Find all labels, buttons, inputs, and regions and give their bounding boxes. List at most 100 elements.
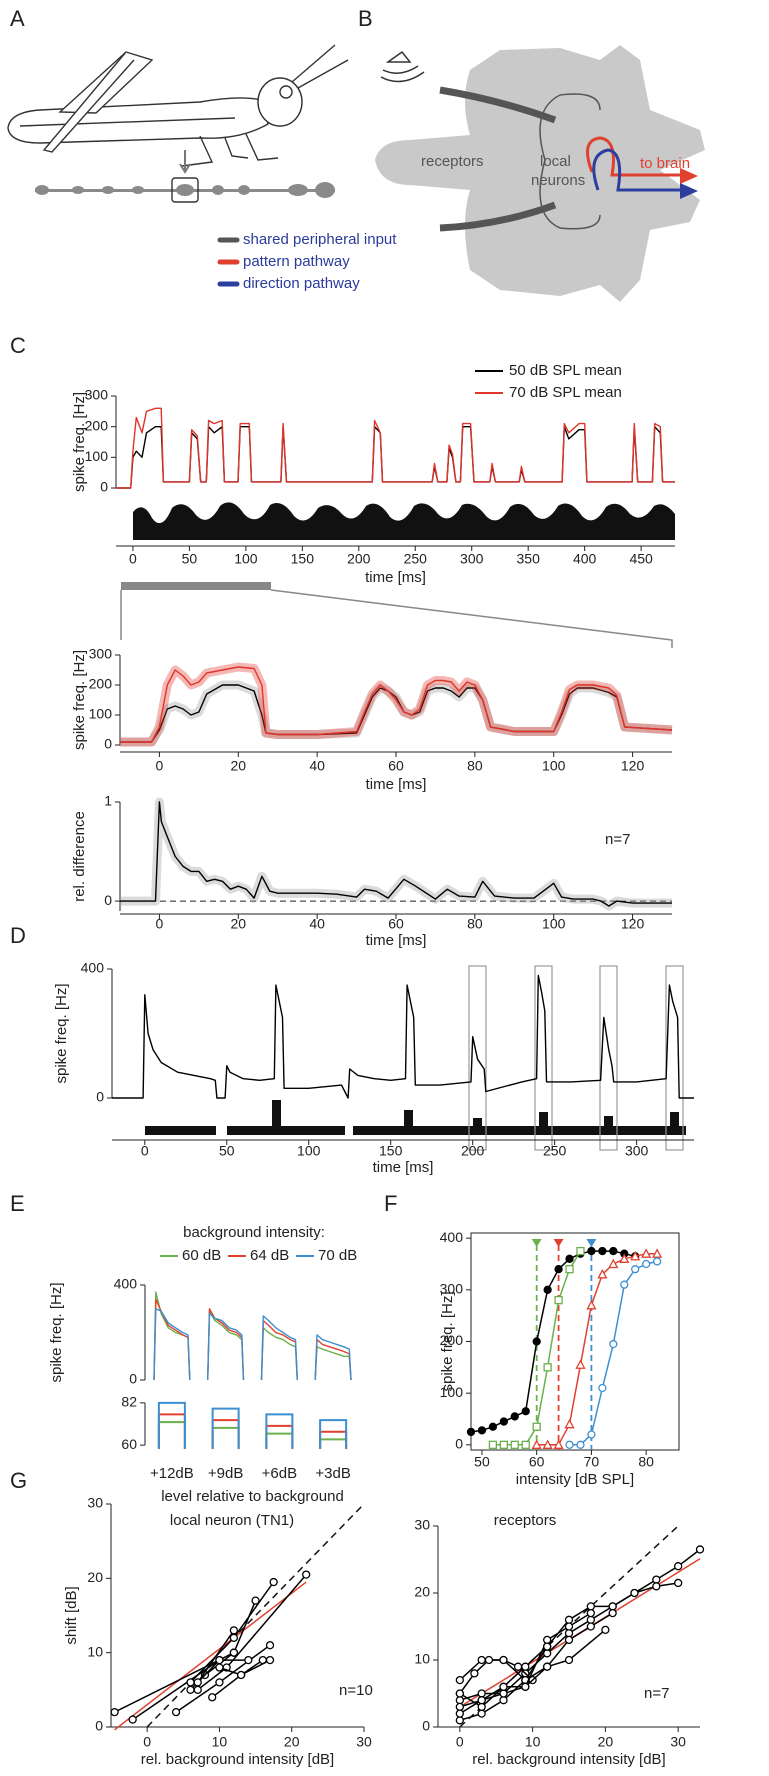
marker bbox=[598, 1383, 607, 1393]
x-tick-label: +6dB bbox=[262, 1465, 297, 1482]
marker bbox=[215, 1655, 224, 1665]
x-axis-label: time [ms] bbox=[366, 776, 427, 793]
x-axis-label: time [ms] bbox=[365, 569, 426, 586]
series-line bbox=[536, 1252, 658, 1446]
x-tick-label: 120 bbox=[621, 916, 645, 932]
marker bbox=[608, 1258, 619, 1269]
series-line bbox=[260, 1315, 298, 1381]
marker bbox=[215, 1663, 224, 1672]
x-tick-label: 0 bbox=[156, 758, 164, 774]
marker bbox=[208, 1693, 217, 1702]
marker bbox=[110, 1707, 119, 1717]
marker bbox=[532, 1337, 541, 1346]
y-tick-label: 0 bbox=[96, 1089, 104, 1105]
marker bbox=[543, 1642, 552, 1651]
marker bbox=[499, 1440, 508, 1449]
series-line bbox=[120, 801, 672, 907]
marker bbox=[575, 1359, 586, 1369]
marker bbox=[499, 1417, 508, 1426]
marker bbox=[554, 1296, 563, 1305]
marker bbox=[620, 1280, 629, 1289]
zoom-bar bbox=[121, 582, 271, 590]
x-tick-label: 0 bbox=[156, 916, 164, 932]
x-tick-label: 150 bbox=[291, 551, 315, 567]
marker bbox=[553, 1439, 564, 1449]
marker bbox=[269, 1577, 278, 1587]
marker bbox=[542, 1439, 553, 1449]
marker bbox=[543, 1662, 552, 1671]
legend-label: 70 dB SPL mean bbox=[509, 384, 622, 401]
annotation: n=7 bbox=[644, 1685, 669, 1702]
marker bbox=[477, 1655, 486, 1665]
x-tick-label: 70 bbox=[584, 1454, 600, 1470]
marker bbox=[586, 1622, 595, 1631]
x-tick-label: +12dB bbox=[150, 1465, 194, 1482]
marker bbox=[586, 1608, 595, 1618]
marker bbox=[499, 1696, 508, 1705]
marker bbox=[564, 1418, 575, 1429]
x-axis-label: rel. background intensity [dB] bbox=[472, 1751, 665, 1768]
level-bracket bbox=[265, 1432, 294, 1449]
marker bbox=[630, 1588, 639, 1598]
marker bbox=[586, 1602, 595, 1611]
x-tick-label: 100 bbox=[542, 758, 566, 774]
x-tick-label: 80 bbox=[638, 1454, 654, 1470]
marker bbox=[642, 1259, 651, 1269]
marker bbox=[455, 1689, 464, 1698]
marker bbox=[470, 1669, 479, 1678]
marker bbox=[531, 1439, 542, 1449]
y-tick-label: 20 bbox=[414, 1584, 430, 1600]
x-tick-label: 60 bbox=[529, 1454, 545, 1470]
y-tick-label: 300 bbox=[89, 646, 113, 662]
y-axis-label: spike freq. [Hz] bbox=[53, 983, 70, 1083]
marker bbox=[565, 1265, 574, 1274]
identity-line bbox=[146, 1503, 365, 1728]
x-axis-label: time [ms] bbox=[366, 932, 427, 949]
series-line bbox=[314, 1334, 352, 1381]
nerves bbox=[439, 86, 601, 232]
marker bbox=[576, 1440, 585, 1449]
threshold-marker bbox=[531, 1239, 542, 1247]
y-tick-label: 100 bbox=[440, 1384, 464, 1400]
series-line bbox=[120, 684, 673, 743]
fit-line bbox=[114, 1581, 307, 1731]
y-tick-label: 0 bbox=[129, 1371, 137, 1387]
marker bbox=[466, 1427, 476, 1437]
y-tick-label: 0 bbox=[422, 1718, 430, 1734]
annotation: n=10 bbox=[339, 1682, 373, 1699]
highlight-box bbox=[171, 177, 199, 203]
marker bbox=[695, 1545, 705, 1554]
marker bbox=[186, 1678, 195, 1687]
x-tick-label: +9dB bbox=[208, 1465, 243, 1482]
series-line bbox=[132, 1659, 220, 1721]
marker bbox=[598, 1246, 607, 1256]
marker bbox=[564, 1635, 574, 1645]
x-tick-label: 60 bbox=[388, 916, 404, 932]
y-tick-label: 300 bbox=[85, 387, 109, 403]
x-tick-label: 10 bbox=[212, 1734, 228, 1750]
marker bbox=[630, 1250, 641, 1261]
y-axis-label: rel. difference bbox=[71, 811, 88, 902]
marker bbox=[674, 1578, 683, 1588]
chart-title: receptors bbox=[494, 1512, 557, 1529]
legend-label: 64 dB bbox=[250, 1247, 289, 1264]
arrowhead bbox=[680, 183, 698, 199]
series-line bbox=[260, 1319, 298, 1381]
x-tick-label: 50 bbox=[182, 551, 198, 567]
series-line bbox=[470, 1250, 636, 1433]
marker bbox=[564, 1629, 574, 1638]
marker bbox=[513, 1662, 523, 1671]
marker bbox=[564, 1655, 574, 1665]
marker bbox=[455, 1696, 464, 1705]
series-line bbox=[459, 1548, 701, 1701]
x-tick-label: 20 bbox=[230, 758, 246, 774]
y-tick-label: 200 bbox=[89, 676, 113, 692]
marker bbox=[171, 1707, 181, 1717]
legend-title: background intensity: bbox=[183, 1224, 325, 1241]
y-tick-label: 0 bbox=[104, 892, 112, 908]
marker bbox=[510, 1440, 519, 1449]
y-tick-label: 1 bbox=[104, 793, 112, 809]
label: local bbox=[540, 153, 571, 170]
marker bbox=[554, 1265, 563, 1274]
y-axis-label: shift [dB] bbox=[63, 1586, 80, 1644]
